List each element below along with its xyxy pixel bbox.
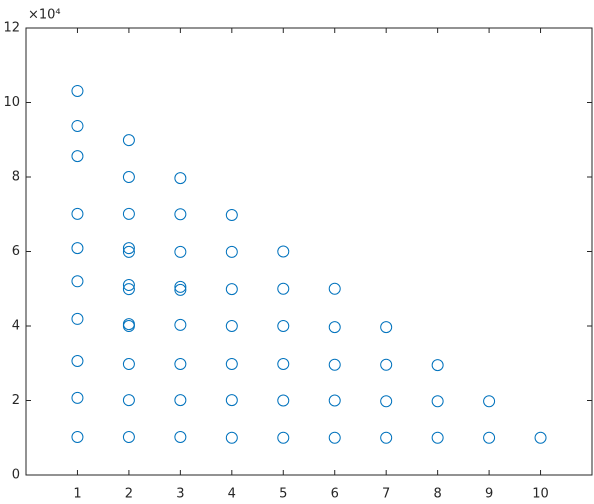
point bbox=[174, 318, 187, 331]
point bbox=[122, 245, 135, 258]
point bbox=[71, 207, 84, 220]
point bbox=[122, 134, 135, 147]
point bbox=[225, 245, 238, 258]
point bbox=[277, 282, 290, 295]
point bbox=[380, 395, 393, 408]
point bbox=[225, 320, 238, 332]
point bbox=[71, 431, 84, 444]
point bbox=[431, 431, 444, 444]
x-tick-label: 8 bbox=[433, 487, 441, 501]
point bbox=[122, 242, 135, 255]
x-tick-label: 9 bbox=[485, 487, 493, 501]
point bbox=[483, 431, 496, 444]
point bbox=[71, 312, 84, 325]
point bbox=[277, 320, 290, 332]
point bbox=[380, 358, 393, 371]
point bbox=[71, 119, 84, 132]
point bbox=[174, 283, 187, 296]
point bbox=[174, 172, 187, 185]
y-tick-label: 6 bbox=[12, 244, 20, 259]
point bbox=[71, 242, 84, 255]
point bbox=[174, 245, 187, 258]
point bbox=[174, 280, 187, 293]
point bbox=[431, 395, 444, 408]
point bbox=[122, 357, 135, 370]
point bbox=[122, 431, 135, 444]
x-tick-label: 7 bbox=[382, 487, 390, 501]
point bbox=[122, 171, 135, 183]
y-tick-label: 8 bbox=[12, 170, 20, 185]
x-tick-label: 1 bbox=[73, 487, 81, 501]
y-tick-label: 12 bbox=[3, 21, 20, 36]
point bbox=[534, 431, 547, 444]
point bbox=[328, 394, 341, 407]
point bbox=[174, 394, 187, 407]
x-tick-label: 10 bbox=[532, 487, 549, 501]
point bbox=[71, 150, 84, 163]
point bbox=[277, 431, 290, 444]
y-tick-label: 4 bbox=[12, 319, 20, 334]
y-tick-label: 0 bbox=[12, 468, 20, 483]
point bbox=[380, 321, 393, 334]
point bbox=[122, 320, 135, 332]
point bbox=[328, 282, 341, 295]
point bbox=[174, 431, 187, 444]
point bbox=[431, 359, 444, 372]
point bbox=[328, 431, 341, 444]
point bbox=[122, 394, 135, 407]
point bbox=[380, 431, 393, 444]
y-exponent-label: ×10⁴ bbox=[28, 8, 61, 23]
point bbox=[122, 207, 135, 220]
point bbox=[277, 394, 290, 407]
point bbox=[225, 357, 238, 370]
x-tick-label: 3 bbox=[176, 487, 184, 501]
point bbox=[225, 431, 238, 444]
point bbox=[174, 357, 187, 370]
point bbox=[225, 283, 238, 296]
y-tick-label: 10 bbox=[3, 95, 20, 110]
point bbox=[71, 355, 84, 368]
point bbox=[328, 321, 341, 334]
plot-box bbox=[25, 27, 593, 476]
x-tick-label: 4 bbox=[228, 487, 236, 501]
point bbox=[71, 391, 84, 404]
point bbox=[122, 283, 135, 296]
point bbox=[71, 84, 84, 97]
point bbox=[277, 357, 290, 370]
x-tick-label: 5 bbox=[279, 487, 287, 501]
point bbox=[174, 208, 187, 221]
point bbox=[122, 279, 135, 292]
point bbox=[483, 395, 496, 408]
point bbox=[277, 245, 290, 258]
x-tick-label: 2 bbox=[125, 487, 133, 501]
point bbox=[71, 275, 84, 288]
x-tick-label: 6 bbox=[331, 487, 339, 501]
point bbox=[225, 394, 238, 407]
point bbox=[328, 358, 341, 371]
point bbox=[225, 208, 238, 221]
y-tick-label: 2 bbox=[12, 393, 20, 408]
